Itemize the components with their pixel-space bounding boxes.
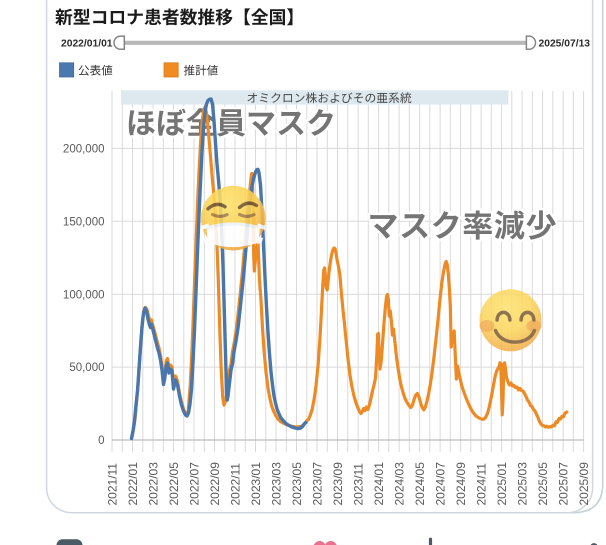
svg-text:2025/03: 2025/03	[516, 462, 530, 506]
svg-text:2023/11: 2023/11	[352, 463, 366, 506]
svg-text:2024/11: 2024/11	[475, 463, 489, 506]
svg-text:2022/05: 2022/05	[167, 462, 181, 506]
svg-text:2021/11: 2021/11	[106, 463, 120, 506]
svg-text:2022/03: 2022/03	[147, 462, 161, 506]
svg-text:2025/09: 2025/09	[577, 462, 591, 506]
svg-text:0: 0	[98, 435, 104, 447]
svg-text:100,000: 100,000	[63, 289, 105, 301]
svg-text:2022/01: 2022/01	[126, 462, 140, 506]
svg-text:2023/07: 2023/07	[311, 462, 325, 506]
svg-text:2022/09: 2022/09	[208, 462, 222, 506]
svg-text:200,000: 200,000	[63, 144, 105, 156]
svg-text:50,000: 50,000	[69, 362, 104, 374]
svg-text:2023/01: 2023/01	[249, 462, 263, 506]
svg-text:2023/05: 2023/05	[290, 462, 304, 506]
svg-text:2022/01/01: 2022/01/01	[61, 38, 113, 49]
svg-text:2023/03: 2023/03	[270, 462, 284, 506]
svg-text:2025/01: 2025/01	[495, 462, 509, 506]
svg-text:2022/11: 2022/11	[229, 463, 243, 506]
svg-text:2025/07/13: 2025/07/13	[539, 38, 591, 49]
svg-text:2024/09: 2024/09	[454, 462, 468, 506]
svg-text:2024/07: 2024/07	[434, 462, 448, 506]
svg-text:2024/03: 2024/03	[393, 462, 407, 506]
svg-text:2022/07: 2022/07	[188, 462, 202, 506]
svg-text:2025/05: 2025/05	[536, 462, 550, 506]
svg-text:2024/05: 2024/05	[413, 462, 427, 506]
svg-text:150,000: 150,000	[63, 216, 105, 228]
svg-text:2023/09: 2023/09	[331, 462, 345, 506]
svg-text:2025/07: 2025/07	[557, 462, 571, 506]
svg-text:2024/01: 2024/01	[372, 462, 386, 506]
